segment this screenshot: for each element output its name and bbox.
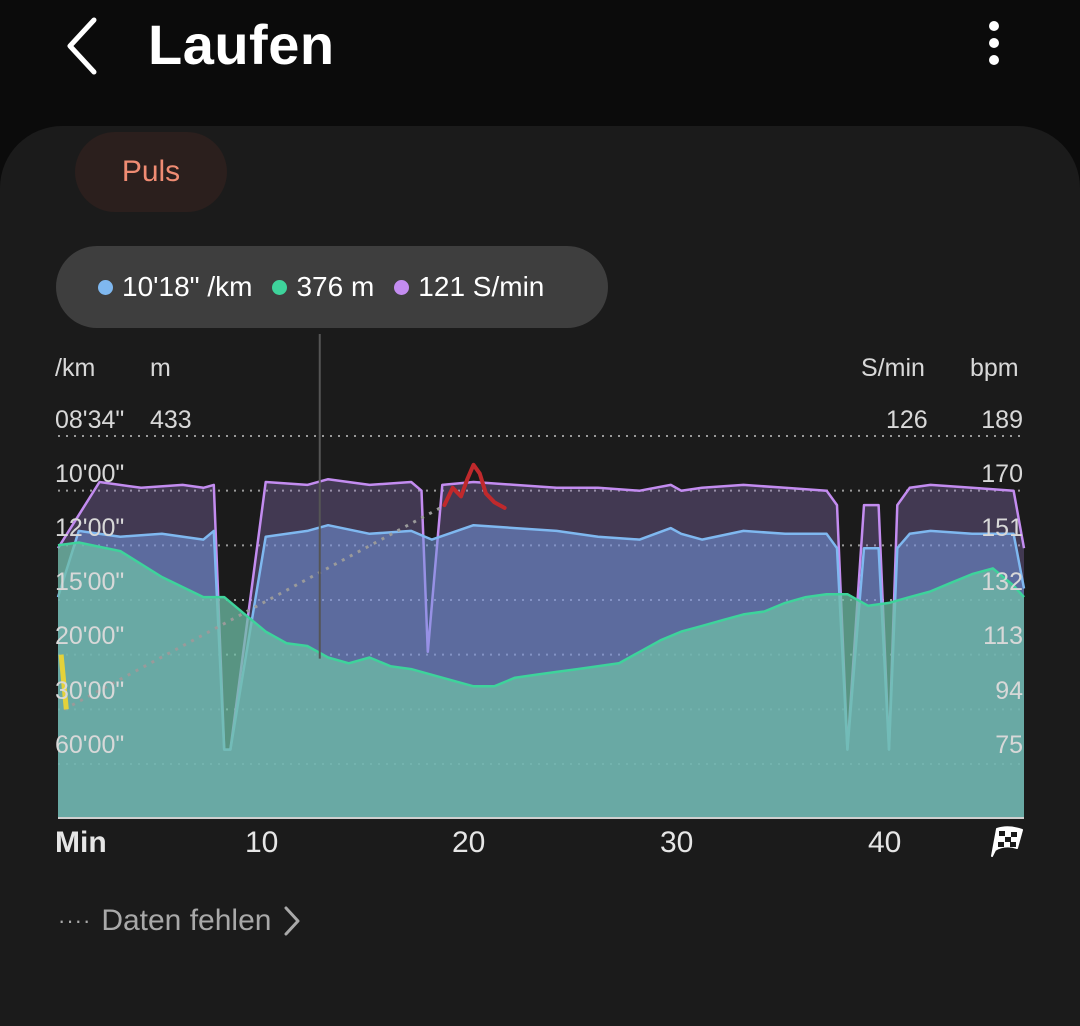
pace-tick-label: 10'00" (55, 460, 124, 488)
checkered-flag-icon (991, 826, 1023, 857)
hr-tick-label: 189 (981, 406, 1023, 434)
more-vertical-icon[interactable] (970, 16, 1018, 72)
chevron-left-icon[interactable] (58, 14, 118, 78)
x-tick-label: 20 (452, 826, 486, 859)
pace-dot-icon (98, 279, 113, 295)
chevron-right-icon (284, 906, 300, 936)
pace-tick-label: 15'00" (55, 568, 124, 596)
page-title: Laufen (148, 13, 335, 76)
pace-tick-label: 60'00" (55, 731, 124, 759)
run-chart[interactable]: 08'34" 10'00" 12'00" 15'00" 20'00" 30'00" 60'0… (0, 330, 1080, 830)
tooltip-cadence: 121 S/min (394, 271, 544, 303)
tooltip-elevation: 376 m (272, 271, 374, 303)
pace-tick-label: 08'34" (55, 406, 124, 434)
tooltip-cadence-value: 121 S/min (418, 271, 545, 302)
hr-tick-label: 132 (981, 568, 1023, 596)
hr-tick-label: 113 (983, 622, 1023, 650)
elevation-max-label: 433 (150, 406, 192, 434)
tooltip-elevation-value: 376 m (296, 271, 375, 302)
x-tick-label: 10 (245, 826, 279, 859)
missing-data-link[interactable]: ···· Daten fehlen (58, 904, 303, 938)
chart-tooltip: 10'18" /km 376 m 121 S/min (56, 246, 608, 328)
filter-chip-puls[interactable]: Puls (75, 132, 227, 212)
series-area-elevation (58, 542, 1024, 818)
hr-tick-label: 170 (981, 460, 1023, 488)
pace-tick-label: 20'00" (55, 622, 124, 650)
cadence-max-label: 126 (886, 406, 928, 434)
pace-tick-label: 12'00" (55, 514, 124, 542)
hr-unit-label: bpm (970, 354, 1019, 382)
cadence-unit-label: S/min (861, 354, 925, 382)
pace-tick-label: 30'00" (55, 677, 124, 705)
app-header: Laufen (0, 0, 1080, 100)
hr-tick-label: 151 (981, 514, 1023, 542)
cadence-dot-icon (394, 279, 410, 295)
series-line-heart-rate (442, 462, 507, 510)
dotted-line-icon: ···· (58, 908, 92, 933)
tooltip-pace: 10'18" /km (98, 271, 252, 303)
x-tick-label: 40 (868, 826, 902, 859)
heart-rate-start-mark (58, 654, 69, 710)
elevation-dot-icon (272, 279, 288, 295)
missing-data-label: Daten fehlen (101, 904, 272, 937)
x-tick-label: 30 (660, 826, 694, 859)
series-line-elevation (57, 541, 1025, 688)
hr-tick-label: 94 (995, 677, 1023, 705)
elevation-unit-label: m (150, 354, 171, 382)
pace-unit-label: /km (55, 354, 96, 382)
tooltip-pace-value: 10'18" /km (122, 271, 253, 302)
x-unit-label: Min (55, 826, 107, 859)
hr-tick-label: 75 (995, 731, 1023, 759)
